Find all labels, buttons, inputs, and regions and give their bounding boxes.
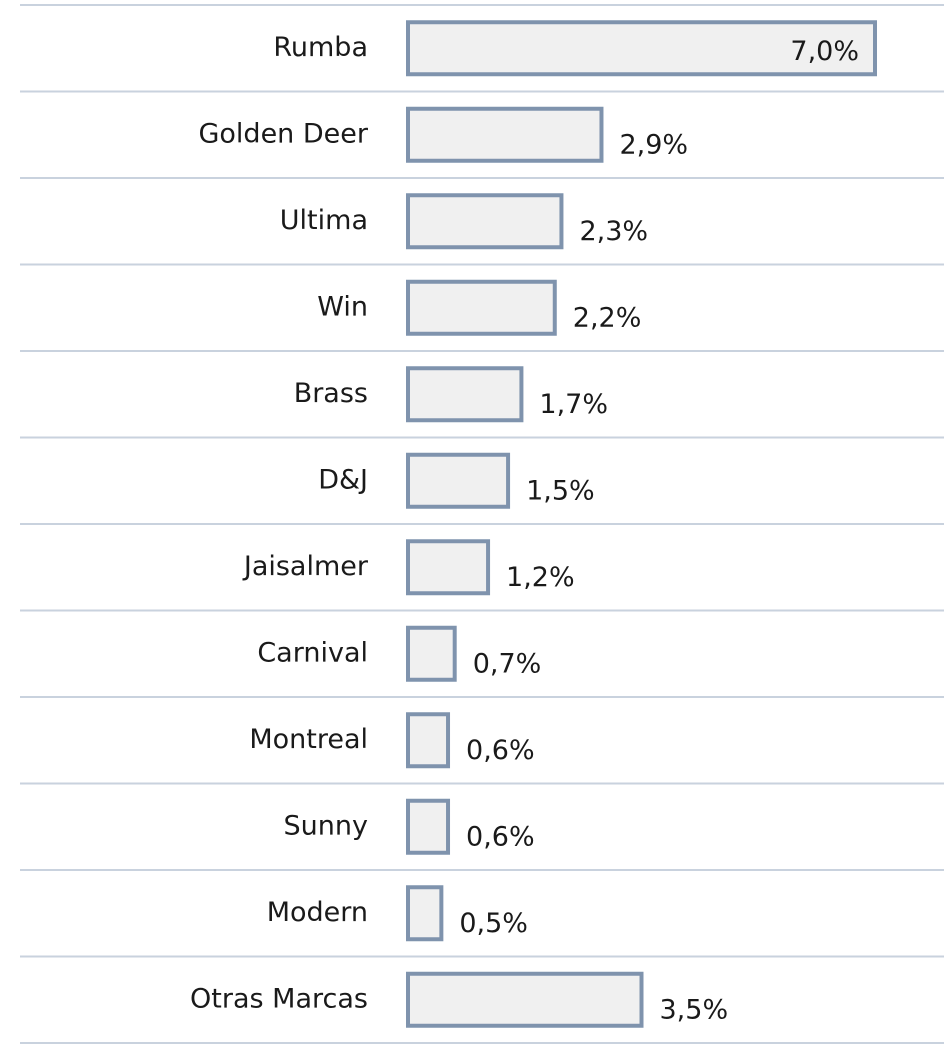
value-label: 0,6%	[466, 821, 535, 852]
category-label: Ultima	[280, 205, 368, 236]
bar	[406, 625, 457, 682]
value-label: 2,2%	[573, 302, 642, 333]
bar	[406, 452, 511, 509]
category-label: Modern	[267, 897, 368, 928]
bar	[406, 885, 444, 942]
value-label: 0,7%	[473, 648, 542, 679]
bar	[406, 193, 564, 250]
category-label: Montreal	[249, 724, 368, 755]
bar	[406, 798, 451, 855]
value-label: 0,5%	[459, 908, 528, 939]
bar	[406, 366, 524, 423]
category-label: Brass	[294, 378, 368, 409]
category-label: Win	[317, 291, 368, 322]
value-label: 7,0%	[790, 36, 859, 67]
bar	[406, 279, 557, 336]
value-label: 1,7%	[539, 389, 608, 420]
value-label: 2,3%	[579, 216, 648, 247]
value-label: 0,6%	[466, 735, 535, 766]
category-label: Golden Deer	[198, 118, 368, 149]
category-label: Carnival	[257, 637, 368, 668]
bar	[406, 539, 491, 596]
value-label: 3,5%	[660, 994, 729, 1025]
bar	[406, 971, 644, 1028]
bar	[406, 20, 877, 77]
value-label: 1,5%	[526, 475, 595, 506]
category-label: Sunny	[284, 810, 368, 841]
category-label: D&J	[318, 464, 368, 495]
category-label: Jaisalmer	[242, 551, 369, 582]
value-label: 2,9%	[619, 129, 688, 160]
category-label: Rumba	[273, 32, 368, 63]
bar	[406, 712, 451, 769]
category-label: Otras Marcas	[190, 983, 368, 1014]
bar	[406, 106, 604, 163]
value-label: 1,2%	[506, 562, 575, 593]
